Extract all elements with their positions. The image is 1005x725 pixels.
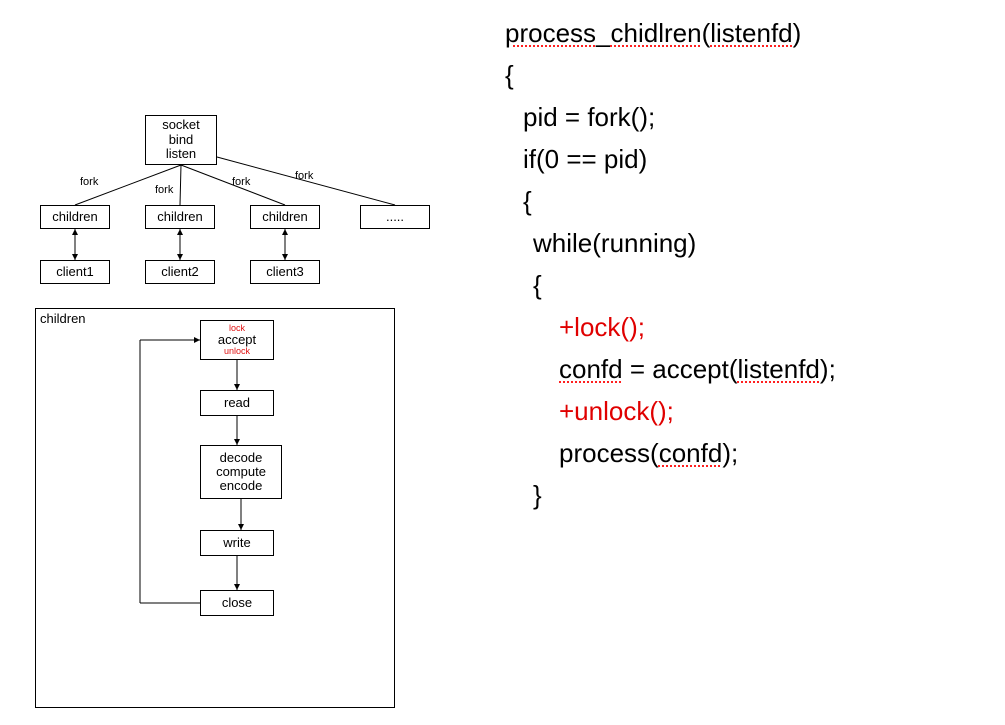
code-line: if(0 == pid)	[505, 146, 1005, 172]
flow-step-write: write	[200, 530, 274, 556]
flow-step-close: close	[200, 590, 274, 616]
top-diagram-arrows	[0, 0, 480, 300]
flow-step-read: read	[200, 390, 274, 416]
code-line: +unlock();	[505, 398, 1005, 424]
ellipsis-node: .....	[360, 205, 430, 229]
code-line: +lock();	[505, 314, 1005, 340]
fork-edge-label: fork	[232, 176, 250, 188]
fork-edge-label: fork	[295, 170, 313, 182]
flow-step-accept: lockacceptunlock	[200, 320, 274, 360]
root-node: socketbindlisten	[145, 115, 217, 165]
fork-edge-label: fork	[80, 176, 98, 188]
client-node: client2	[145, 260, 215, 284]
client-node: client3	[250, 260, 320, 284]
code-line: {	[505, 62, 1005, 88]
code-line: process_chidlren(listenfd)	[505, 20, 1005, 46]
flow-panel-label: children	[40, 311, 86, 326]
code-line: {	[505, 188, 1005, 214]
child-node: children	[250, 205, 320, 229]
code-line: while(running)	[505, 230, 1005, 256]
child-node: children	[40, 205, 110, 229]
flow-step-dce: decodecomputeencode	[200, 445, 282, 499]
code-line: }	[505, 482, 1005, 508]
code-line: confd = accept(listenfd);	[505, 356, 1005, 382]
child-node: children	[145, 205, 215, 229]
children-flow-panel: children	[35, 308, 395, 708]
code-column: process_chidlren(listenfd) { pid = fork();…	[505, 20, 1005, 524]
code-line: pid = fork();	[505, 104, 1005, 130]
diagrams-column: socketbindlisten children children childre…	[0, 0, 480, 725]
pseudocode-block: process_chidlren(listenfd) { pid = fork();…	[505, 20, 1005, 508]
code-line: process(confd);	[505, 440, 1005, 466]
client-node: client1	[40, 260, 110, 284]
fork-edge-label: fork	[155, 184, 173, 196]
code-line: {	[505, 272, 1005, 298]
